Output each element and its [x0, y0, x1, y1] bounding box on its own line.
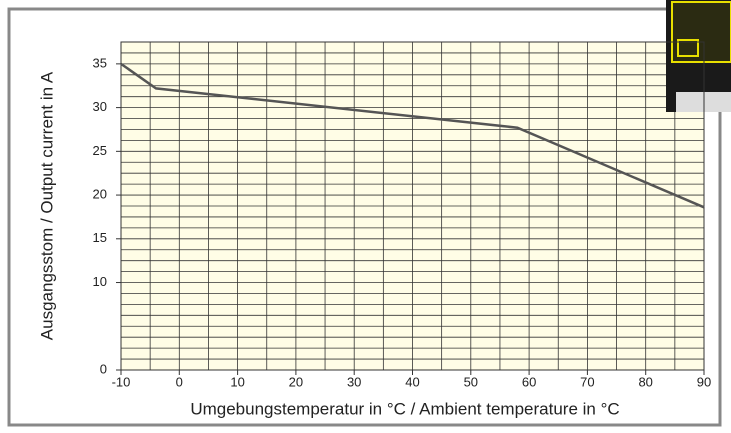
y-tick-label: 15: [93, 230, 107, 245]
y-axis-title: Ausgangsstom / Output current in A: [37, 71, 56, 340]
x-tick-label: 80: [638, 374, 652, 389]
y-tick-label: 30: [93, 99, 107, 114]
x-tick-label: 50: [464, 374, 478, 389]
y-tick-label: 35: [93, 55, 107, 70]
device-terminal: [677, 39, 699, 57]
x-tick-label: 10: [230, 374, 244, 389]
y-tick-label: 20: [93, 187, 107, 202]
x-tick-label: 70: [580, 374, 594, 389]
x-tick-label: 60: [522, 374, 536, 389]
y-tick-label: 10: [93, 274, 107, 289]
device-panel: [671, 1, 731, 63]
grid: [120, 41, 705, 371]
x-tick-label: 40: [405, 374, 419, 389]
x-tick-label: 30: [347, 374, 361, 389]
data-line: [120, 62, 705, 209]
x-tick-label: -10: [112, 374, 131, 389]
x-tick-label: 0: [176, 374, 183, 389]
x-tick-label: 20: [289, 374, 303, 389]
y-tick-label: 25: [93, 143, 107, 158]
device-image: [666, 0, 731, 112]
y-tick-label: 0: [100, 361, 107, 376]
x-axis-title: Umgebungstemperatur in °C / Ambient temp…: [190, 399, 619, 418]
x-tick-label: 90: [697, 374, 711, 389]
